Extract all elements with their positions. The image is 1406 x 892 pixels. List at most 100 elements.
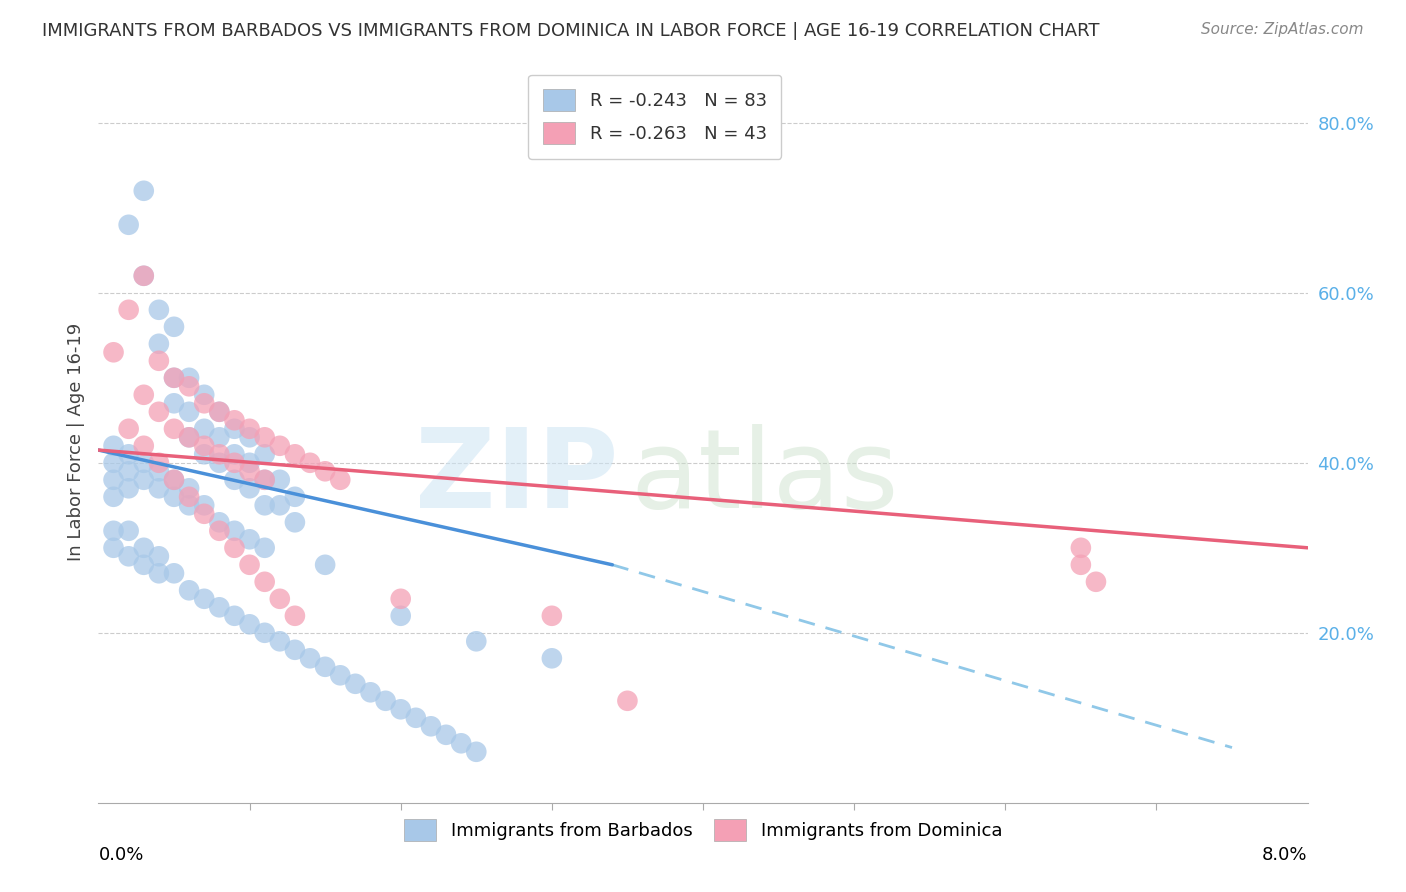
Point	[405, 711, 427, 725]
Point	[163, 319, 186, 334]
Point	[118, 464, 141, 478]
Point	[148, 456, 170, 470]
Point	[163, 396, 186, 410]
Point	[208, 456, 231, 470]
Point	[103, 345, 125, 359]
Point	[239, 617, 262, 632]
Point	[465, 745, 488, 759]
Point	[148, 549, 170, 564]
Point	[148, 481, 170, 495]
Point	[132, 184, 155, 198]
Point	[540, 608, 562, 623]
Point	[148, 464, 170, 478]
Point	[284, 642, 307, 657]
Point	[148, 405, 170, 419]
Point	[103, 524, 125, 538]
Point	[314, 464, 336, 478]
Point	[163, 490, 186, 504]
Point	[118, 481, 141, 495]
Text: atlas: atlas	[630, 425, 898, 531]
Point	[193, 396, 215, 410]
Point	[208, 516, 231, 530]
Point	[389, 608, 412, 623]
Point	[118, 218, 141, 232]
Point	[208, 405, 231, 419]
Point	[344, 677, 367, 691]
Point	[269, 634, 291, 648]
Point	[239, 430, 262, 444]
Point	[103, 473, 125, 487]
Point	[329, 668, 352, 682]
Point	[118, 302, 141, 317]
Point	[253, 473, 276, 487]
Text: IMMIGRANTS FROM BARBADOS VS IMMIGRANTS FROM DOMINICA IN LABOR FORCE | AGE 16-19 : IMMIGRANTS FROM BARBADOS VS IMMIGRANTS F…	[42, 22, 1099, 40]
Point	[163, 566, 186, 581]
Legend: Immigrants from Barbados, Immigrants from Dominica: Immigrants from Barbados, Immigrants fro…	[389, 805, 1017, 855]
Point	[208, 430, 231, 444]
Point	[208, 600, 231, 615]
Point	[132, 541, 155, 555]
Point	[284, 490, 307, 504]
Point	[224, 422, 246, 436]
Point	[253, 541, 276, 555]
Point	[239, 464, 262, 478]
Point	[253, 473, 276, 487]
Point	[1070, 541, 1092, 555]
Point	[193, 439, 215, 453]
Point	[269, 473, 291, 487]
Point	[148, 336, 170, 351]
Point	[224, 413, 246, 427]
Point	[208, 524, 231, 538]
Point	[374, 694, 396, 708]
Point	[253, 430, 276, 444]
Point	[239, 481, 262, 495]
Point	[314, 660, 336, 674]
Point	[148, 353, 170, 368]
Point	[389, 702, 412, 716]
Point	[224, 456, 246, 470]
Point	[179, 498, 201, 512]
Point	[118, 447, 141, 461]
Point	[163, 422, 186, 436]
Point	[193, 507, 215, 521]
Point	[179, 371, 201, 385]
Point	[239, 558, 262, 572]
Point	[239, 422, 262, 436]
Point	[540, 651, 562, 665]
Point	[193, 388, 215, 402]
Text: 0.0%: 0.0%	[98, 847, 143, 864]
Point	[132, 268, 155, 283]
Point	[253, 498, 276, 512]
Point	[179, 490, 201, 504]
Point	[179, 405, 201, 419]
Point	[1085, 574, 1108, 589]
Point	[253, 625, 276, 640]
Point	[132, 558, 155, 572]
Point	[299, 456, 322, 470]
Point	[163, 473, 186, 487]
Point	[163, 473, 186, 487]
Point	[1070, 558, 1092, 572]
Point	[616, 694, 638, 708]
Point	[179, 430, 201, 444]
Point	[239, 456, 262, 470]
Point	[193, 591, 215, 606]
Point	[224, 447, 246, 461]
Point	[465, 634, 488, 648]
Point	[284, 447, 307, 461]
Point	[163, 371, 186, 385]
Point	[329, 473, 352, 487]
Point	[132, 456, 155, 470]
Point	[450, 736, 472, 750]
Point	[132, 473, 155, 487]
Y-axis label: In Labor Force | Age 16-19: In Labor Force | Age 16-19	[66, 322, 84, 561]
Point	[389, 591, 412, 606]
Point	[118, 422, 141, 436]
Point	[118, 549, 141, 564]
Point	[224, 524, 246, 538]
Point	[103, 490, 125, 504]
Point	[193, 498, 215, 512]
Point	[179, 430, 201, 444]
Point	[103, 456, 125, 470]
Point	[179, 583, 201, 598]
